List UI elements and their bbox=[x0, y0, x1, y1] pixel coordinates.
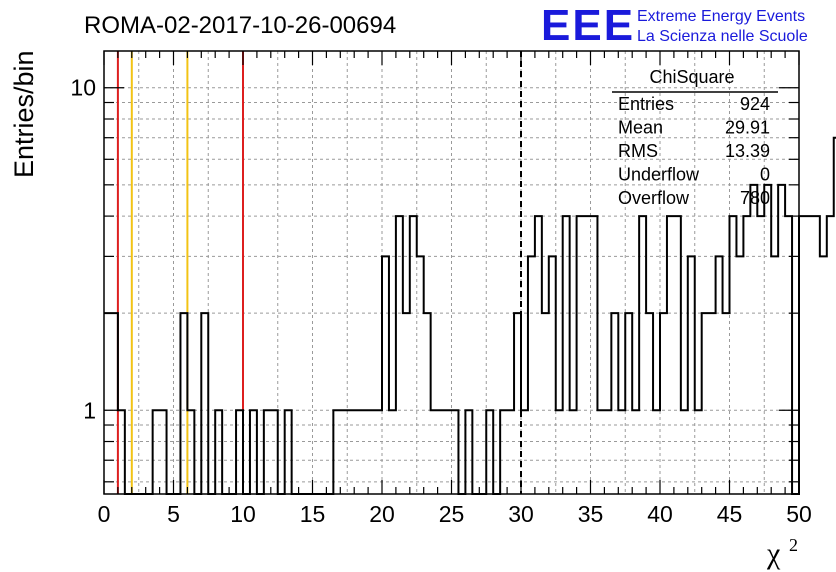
x-tick-label: 20 bbox=[369, 501, 395, 527]
stats-row-value: 13.39 bbox=[725, 141, 770, 161]
x-axis-label-superscript: 2 bbox=[789, 535, 798, 555]
stats-row-label: RMS bbox=[618, 141, 658, 161]
stats-row-value: 780 bbox=[740, 188, 770, 208]
x-tick-label: 0 bbox=[98, 501, 111, 527]
stats-row-value: 924 bbox=[740, 94, 770, 114]
x-tick-label: 25 bbox=[439, 501, 465, 527]
x-axis-label-main: χ bbox=[766, 537, 781, 570]
stats-box-title: ChiSquare bbox=[649, 67, 734, 87]
stats-box: ChiSquare Entries 924 Mean 29.91 RMS 13.39 Und… bbox=[612, 67, 778, 208]
y-axis-label: Entries/bin bbox=[9, 50, 39, 178]
x-tick-label: 5 bbox=[167, 501, 180, 527]
stats-box-rows: Entries 924 Mean 29.91 RMS 13.39 Underflow 0 Ove… bbox=[618, 94, 770, 208]
x-tick-label: 10 bbox=[230, 501, 256, 527]
y-axis-ticks: 1 10 bbox=[70, 75, 799, 483]
y-tick-label: 10 bbox=[70, 75, 96, 101]
stats-row-value: 29.91 bbox=[725, 118, 770, 138]
stats-row-label: Underflow bbox=[618, 165, 700, 185]
x-tick-label: 45 bbox=[717, 501, 743, 527]
stats-row-label: Overflow bbox=[618, 188, 690, 208]
x-tick-label: 30 bbox=[508, 501, 534, 527]
reference-lines bbox=[116, 51, 522, 494]
stats-row-value: 0 bbox=[760, 165, 770, 185]
y-tick-label: 1 bbox=[83, 397, 96, 423]
eee-logo: EEE Extreme Energy Events La Scienza nel… bbox=[541, 1, 808, 50]
x-axis-ticks: 0 5 10 15 20 25 30 35 40 45 50 bbox=[98, 51, 812, 527]
stats-row-label: Entries bbox=[618, 94, 674, 114]
x-tick-label: 50 bbox=[786, 501, 812, 527]
chart-title: ROMA-02-2017-10-26-00694 bbox=[84, 12, 396, 39]
logo-line-2: La Scienza nelle Scuole bbox=[637, 28, 808, 45]
logo-mark: EEE bbox=[541, 1, 635, 50]
histogram-outline bbox=[104, 136, 836, 495]
x-axis-label: χ 2 bbox=[766, 535, 798, 570]
x-tick-label: 35 bbox=[578, 501, 604, 527]
x-tick-label: 40 bbox=[647, 501, 673, 527]
x-tick-label: 15 bbox=[300, 501, 326, 527]
stats-row-label: Mean bbox=[618, 118, 663, 138]
histogram-series bbox=[104, 136, 836, 495]
logo-line-1: Extreme Energy Events bbox=[637, 8, 805, 25]
